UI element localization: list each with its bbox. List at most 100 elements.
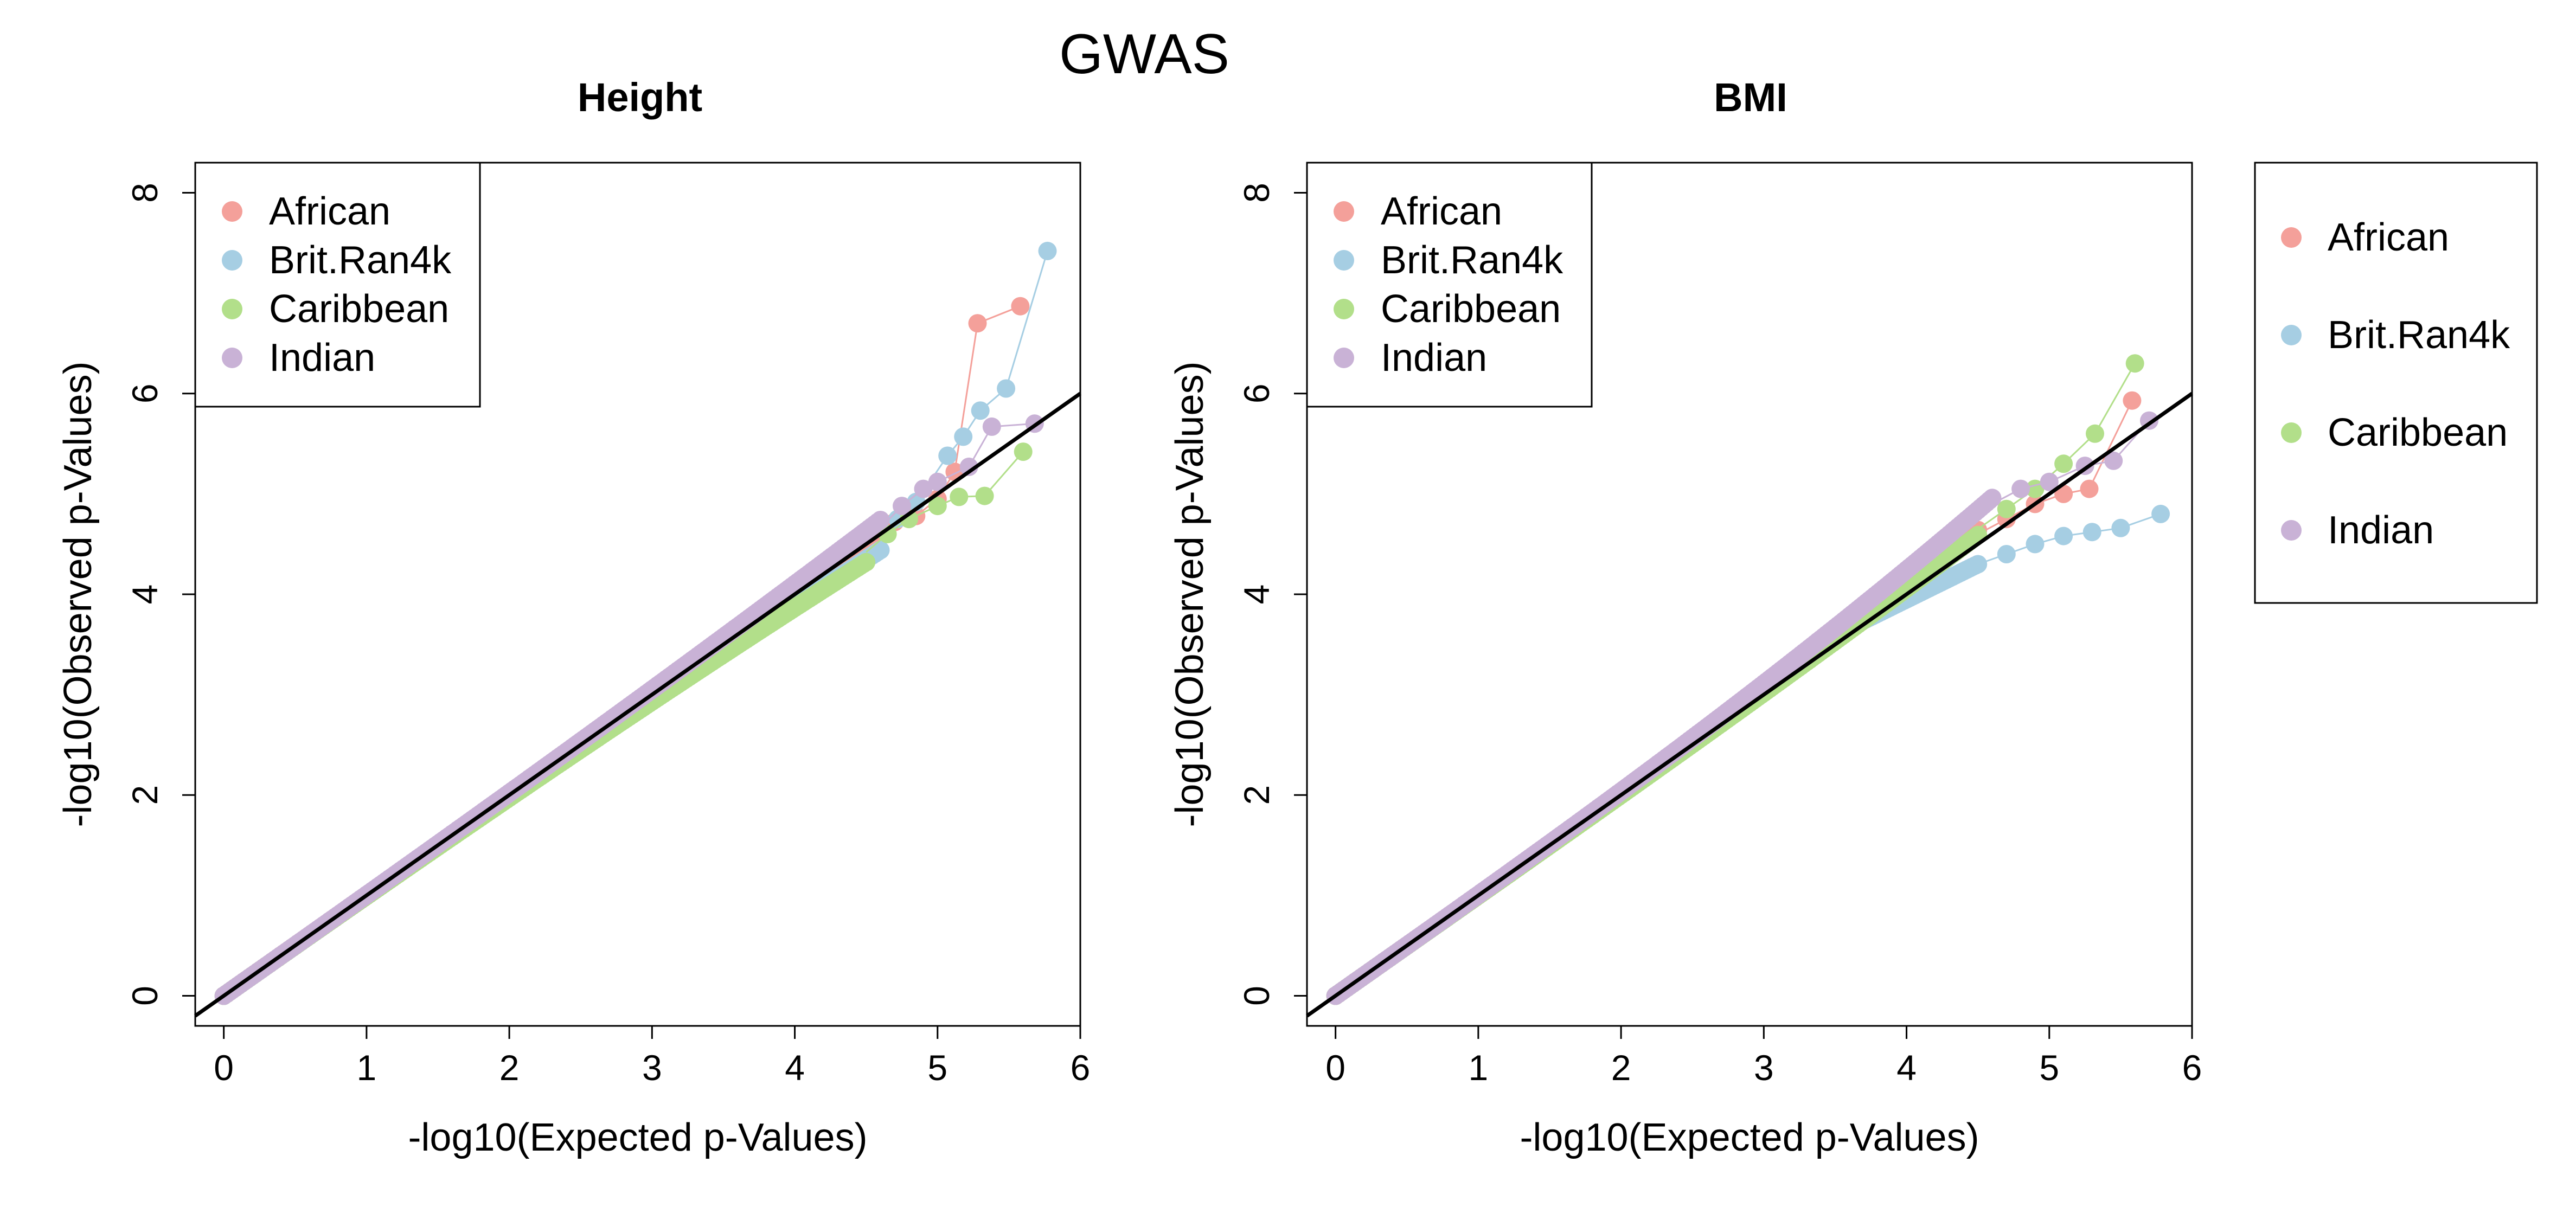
tail-point	[1997, 545, 2016, 563]
reference-line	[1305, 391, 2194, 1018]
legend-marker-indian	[1334, 348, 1354, 368]
legend-marker-brit-ran4k	[1334, 250, 1354, 271]
shared-legend-label-caribbean: Caribbean	[2328, 411, 2508, 454]
shared-legend: African Brit.Ran4k Caribbean Indian	[2254, 162, 2538, 604]
panel-title-height: Height	[578, 75, 702, 120]
legend-marker-caribbean	[1334, 299, 1354, 319]
y-tick-label: 2	[125, 785, 165, 805]
x-tick-label: 3	[1754, 1048, 1774, 1088]
y-axis-label: -log10(Observed p-Values)	[56, 361, 100, 827]
tail-point	[893, 497, 911, 516]
legend: African Brit.Ran4k Caribbean Indian	[194, 162, 481, 408]
shared-legend-label-african: African	[2328, 216, 2449, 259]
series-brit-ran4k	[1326, 504, 2170, 1005]
tail-point	[2125, 354, 2144, 373]
tail-point	[928, 497, 947, 516]
x-tick-label: 1	[1469, 1048, 1489, 1088]
tail-point	[2080, 479, 2099, 498]
shared-legend-marker-indian	[2281, 520, 2302, 541]
y-tick-label: 6	[1236, 383, 1277, 403]
legend-marker-indian	[222, 348, 242, 368]
shared-legend-marker-brit-ran4k	[2281, 325, 2302, 345]
tail-point	[2054, 526, 2073, 545]
tail-point	[2151, 504, 2170, 523]
point	[871, 511, 890, 529]
axis-ticks: 0 1 2 3 4 5 6 0 2 4 6 8	[125, 183, 1090, 1088]
legend-label-caribbean: Caribbean	[1381, 287, 1561, 331]
point	[1983, 489, 2002, 508]
tail-point	[2054, 454, 2073, 473]
x-tick-label: 5	[2039, 1048, 2059, 1088]
tail-point	[2123, 391, 2142, 410]
figure-title: GWAS	[1059, 23, 1229, 86]
y-tick-label: 8	[125, 183, 165, 203]
shared-legend-label-indian: Indian	[2328, 509, 2434, 552]
tail-point	[968, 314, 987, 333]
legend-box	[1306, 162, 1593, 408]
x-tick-label: 5	[927, 1048, 947, 1088]
x-tick-label: 2	[499, 1048, 520, 1088]
legend-marker-african	[222, 201, 242, 222]
tail-point	[914, 479, 933, 498]
tail-point	[2082, 523, 2101, 542]
point	[857, 553, 876, 572]
legend-box	[194, 162, 481, 408]
x-tick-label: 4	[1896, 1048, 1917, 1088]
x-tick-label: 4	[785, 1048, 805, 1088]
tail-point	[1038, 241, 1057, 260]
tail-point	[938, 446, 957, 465]
y-tick-label: 8	[1236, 183, 1277, 203]
legend-label-brit-ran4k: Brit.Ran4k	[269, 239, 452, 282]
tail-point	[2011, 479, 2030, 498]
panel-title-bmi: BMI	[1714, 75, 1787, 120]
y-tick-label: 4	[1236, 585, 1277, 605]
x-tick-label: 0	[1325, 1048, 1345, 1088]
legend-label-indian: Indian	[1381, 336, 1487, 380]
tail-point	[2040, 472, 2059, 491]
tail-point	[928, 472, 947, 491]
y-tick-label: 6	[125, 383, 165, 403]
reference-line	[194, 391, 1082, 1018]
axis-ticks: 0 1 2 3 4 5 6 0 2 4 6 8	[1236, 183, 2202, 1088]
x-tick-label: 6	[2182, 1048, 2202, 1088]
tail-point	[954, 427, 973, 446]
legend-marker-african	[1334, 201, 1354, 222]
x-tick-label: 1	[357, 1048, 377, 1088]
tail-point	[997, 379, 1016, 398]
tail-point	[1014, 442, 1033, 461]
shared-legend-label-brit-ran4k: Brit.Ran4k	[2328, 313, 2510, 357]
bmi-qq-plot: BMI 0 1 2 3 4 5 6 0 2 4 6 8 -log10(Expected p-Value…	[1168, 75, 2202, 1159]
tail-point	[971, 401, 990, 420]
tail-point	[2104, 451, 2123, 470]
tail-point	[2111, 518, 2130, 537]
legend-marker-brit-ran4k	[222, 250, 242, 271]
tail-point	[950, 487, 969, 506]
legend: African Brit.Ran4k Caribbean Indian	[1306, 162, 1593, 408]
x-axis-label: -log10(Expected p-Values)	[1520, 1116, 1979, 1159]
tail-point	[2086, 424, 2104, 443]
legend-label-caribbean: Caribbean	[269, 287, 449, 331]
y-tick-label: 0	[1236, 986, 1277, 1006]
legend-label-indian: Indian	[269, 336, 375, 380]
x-tick-label: 2	[1611, 1048, 1631, 1088]
tail-point	[2026, 535, 2045, 554]
shared-legend-box	[2254, 162, 2538, 604]
series-layer	[1326, 354, 2170, 1005]
x-tick-label: 0	[214, 1048, 234, 1088]
shared-legend-marker-caribbean	[2281, 422, 2302, 443]
point	[871, 541, 890, 560]
x-axis-label: -log10(Expected p-Values)	[408, 1116, 867, 1159]
tail-point	[982, 417, 1001, 436]
shared-legend-marker-african	[2281, 227, 2302, 248]
x-tick-label: 3	[642, 1048, 662, 1088]
tail-point	[1997, 499, 2016, 518]
legend-label-brit-ran4k: Brit.Ran4k	[1381, 239, 1563, 282]
y-tick-label: 0	[125, 986, 165, 1006]
y-axis-label: -log10(Observed p-Values)	[1168, 361, 1212, 827]
tail-point	[1011, 297, 1030, 316]
tail-point	[959, 457, 978, 476]
y-tick-label: 4	[125, 585, 165, 605]
legend-label-african: African	[269, 190, 390, 233]
x-tick-label: 6	[1071, 1048, 1091, 1088]
